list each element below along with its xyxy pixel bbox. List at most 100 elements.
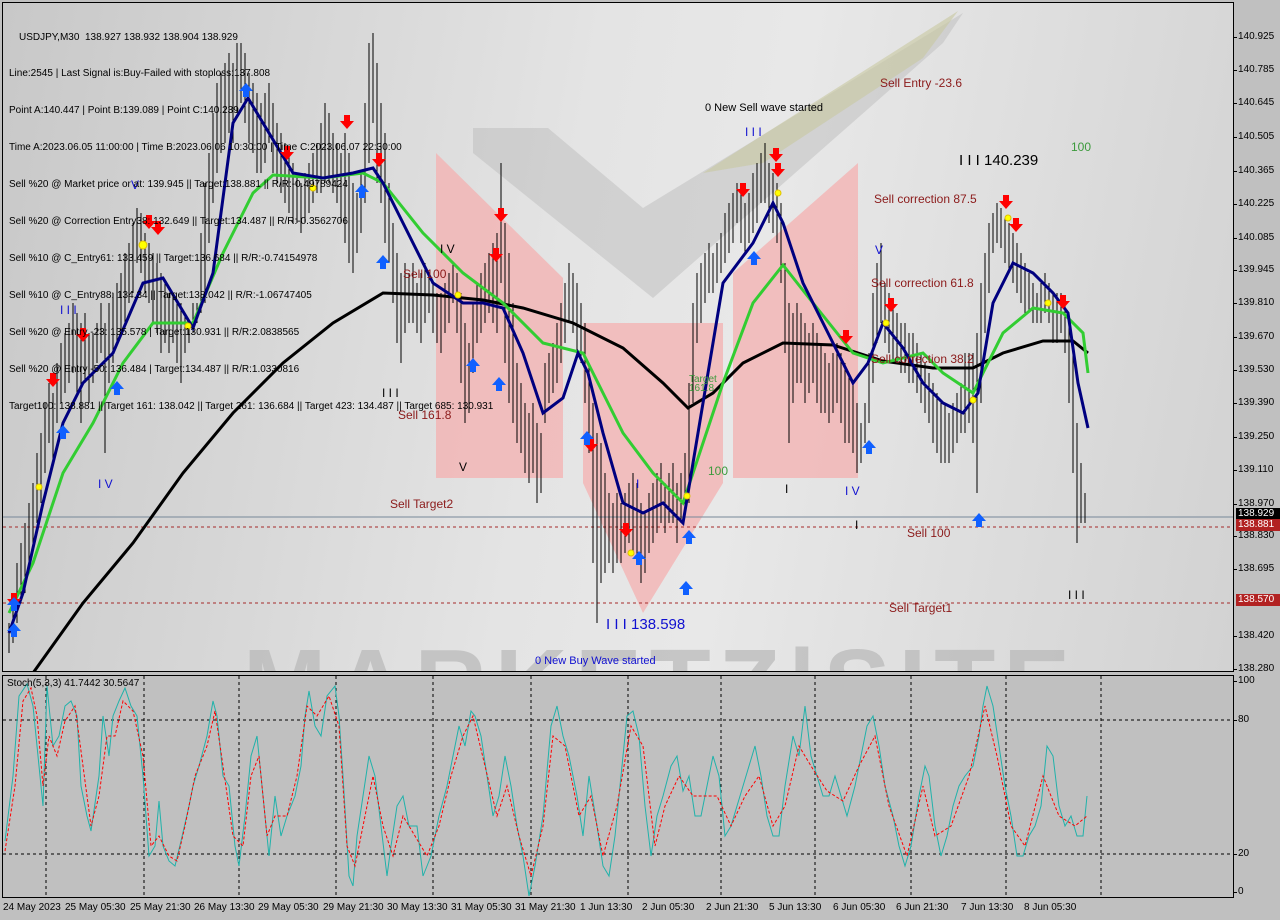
stoch-y-tick: 100 — [1233, 675, 1255, 686]
y-tick: 140.645 — [1232, 97, 1275, 108]
y-tick: 140.365 — [1232, 165, 1275, 176]
time-axis[interactable]: 24 May 2023 25 May 05:30 25 May 21:30 26… — [0, 898, 1236, 920]
wave-label: I — [785, 482, 789, 496]
x-tick: 2 Jun 21:30 — [706, 902, 759, 913]
info-line: Point A:140.447 | Point B:139.089 | Poin… — [9, 105, 239, 117]
y-tick: 140.785 — [1232, 64, 1275, 75]
watermark: MARKETZ|SITE — [243, 628, 1078, 671]
watermark-arrow — [473, 13, 963, 298]
wave-label: I V — [98, 477, 113, 491]
star-markers — [35, 184, 1052, 557]
info-panel: USDJPY,M30 138.927 138.932 138.904 138.9… — [9, 7, 493, 437]
x-tick: 1 Jun 13:30 — [580, 902, 633, 913]
stochastic-pane[interactable]: Stoch(5,3,3) 41.7442 30.5647 — [2, 675, 1234, 898]
y-tick: 139.250 — [1232, 431, 1275, 442]
x-tick: 31 May 21:30 — [515, 902, 576, 913]
y-tick: 139.530 — [1232, 364, 1275, 375]
info-line: Sell %10 @ C_Entry88: 134.34 || Target:1… — [9, 289, 312, 301]
bid-price-tag: 138.929 — [1236, 508, 1280, 520]
ma-slow-line — [32, 291, 1089, 671]
x-tick: 25 May 21:30 — [130, 902, 191, 913]
target-1618-label: Target 161.8 — [689, 374, 717, 394]
x-tick: 29 May 21:30 — [323, 902, 384, 913]
ma-fast-line — [7, 95, 1090, 634]
info-line: Sell %20 @ Market price or at: 139.945 |… — [9, 179, 348, 191]
info-line: Sell %20 @ Entry -50: 136.484 | Target:1… — [9, 363, 300, 375]
y-tick: 139.945 — [1232, 264, 1275, 275]
price-chart-pane[interactable]: MARKETZ|SITE — [2, 2, 1234, 672]
y-tick: 138.420 — [1232, 630, 1275, 641]
point-c-label: I I I 140.239 — [959, 152, 1039, 169]
info-line: Sell %20 @ Correction Entry38: 132.649 |… — [9, 216, 348, 228]
y-tick: 140.925 — [1232, 31, 1275, 42]
wave-label: I — [636, 477, 640, 491]
wave-low-label: I I I 138.598 — [606, 616, 686, 633]
new-buy-wave-label: 0 New Buy Wave started — [535, 655, 656, 667]
price-axis[interactable]: 140.925 140.785 140.645 140.505 140.365 … — [1232, 0, 1280, 920]
y-tick: 139.390 — [1232, 397, 1275, 408]
wave-label: I I I — [60, 303, 77, 317]
y-tick: 138.830 — [1232, 530, 1275, 541]
wave-label: I V — [440, 242, 455, 256]
wave-label: I V — [845, 484, 860, 498]
y-tick: 138.695 — [1232, 563, 1275, 574]
level-100-label: 100 — [1071, 140, 1092, 154]
sell-target2-label: Sell Target2 — [390, 497, 454, 511]
x-tick: 26 May 13:30 — [194, 902, 255, 913]
y-tick: 140.225 — [1232, 198, 1275, 209]
stoch-label: Stoch(5,3,3) 41.7442 30.5647 — [7, 678, 140, 689]
x-tick: 8 Jun 05:30 — [1024, 902, 1077, 913]
wave-label: I — [855, 518, 859, 532]
ma-mid-line — [7, 171, 1090, 614]
wave-label: I I I — [745, 125, 762, 139]
stoch-signal-line — [4, 686, 1088, 878]
wave-label: V — [875, 243, 884, 257]
x-tick: 2 Jun 05:30 — [642, 902, 695, 913]
stoch-y-tick: 20 — [1232, 848, 1250, 859]
sell-zone-right — [733, 163, 858, 478]
wave-label: V — [459, 460, 468, 474]
symbol-ohlc: USDJPY,M30 138.927 138.932 138.904 138.9… — [19, 31, 238, 43]
info-line: Sell %10 @ C_Entry61: 133.459 || Target:… — [9, 252, 318, 264]
y-tick: 139.670 — [1232, 331, 1275, 342]
sell-zone-mid — [583, 323, 723, 613]
x-tick: 5 Jun 13:30 — [769, 902, 822, 913]
x-tick: 6 Jun 05:30 — [833, 902, 886, 913]
sell-correction-875-label: Sell correction 87.5 — [874, 192, 977, 206]
y-tick: 138.970 — [1232, 498, 1275, 509]
price-bars — [8, 33, 1086, 653]
x-tick: 7 Jun 13:30 — [961, 902, 1014, 913]
x-tick: 29 May 05:30 — [258, 902, 319, 913]
sell-correction-382-label: Sell correction 38.2 — [871, 352, 974, 366]
info-line: Time A:2023.06.05 11:00:00 | Time B:2023… — [9, 142, 402, 154]
y-tick: 140.085 — [1232, 232, 1275, 243]
x-tick: 25 May 05:30 — [65, 902, 126, 913]
x-tick: 24 May 2023 — [3, 902, 61, 913]
x-tick: 31 May 05:30 — [451, 902, 512, 913]
info-line: Line:2545 | Last Signal is:Buy-Failed wi… — [9, 68, 271, 80]
price-chart-canvas — [3, 11, 1233, 671]
sell-target1-price-tag: 138.570 — [1236, 594, 1280, 606]
sell-100-right-label: Sell 100 — [907, 526, 951, 540]
y-tick: 138.280 — [1232, 663, 1275, 674]
wave-label: I I I — [382, 386, 399, 400]
sell-correction-618-label: Sell correction 61.8 — [871, 276, 974, 290]
wave-label: V — [131, 178, 140, 192]
stoch-y-tick: 0 — [1233, 886, 1244, 897]
y-tick: 139.110 — [1232, 464, 1274, 475]
new-sell-wave-label: 0 New Sell wave started — [705, 102, 823, 114]
y-tick: 140.505 — [1232, 131, 1275, 142]
stoch-grid — [3, 676, 1233, 897]
x-tick: 6 Jun 21:30 — [896, 902, 949, 913]
stoch-main-line — [4, 682, 1088, 897]
stoch-y-tick: 80 — [1232, 714, 1250, 725]
sell-target1-label: Sell Target1 — [889, 601, 953, 615]
info-line: Target100: 138.881 || Target 161: 138.04… — [9, 400, 494, 412]
sell-1618-label: Sell 161.8 — [398, 408, 452, 422]
sell-100-price-tag: 138.881 — [1236, 519, 1280, 531]
stochastic-canvas — [3, 676, 1233, 897]
sell-zone-left — [436, 153, 563, 478]
level-100-mid-label: 100 — [708, 464, 729, 478]
y-tick: 139.810 — [1232, 297, 1275, 308]
wave-label: I I I — [1068, 588, 1085, 602]
